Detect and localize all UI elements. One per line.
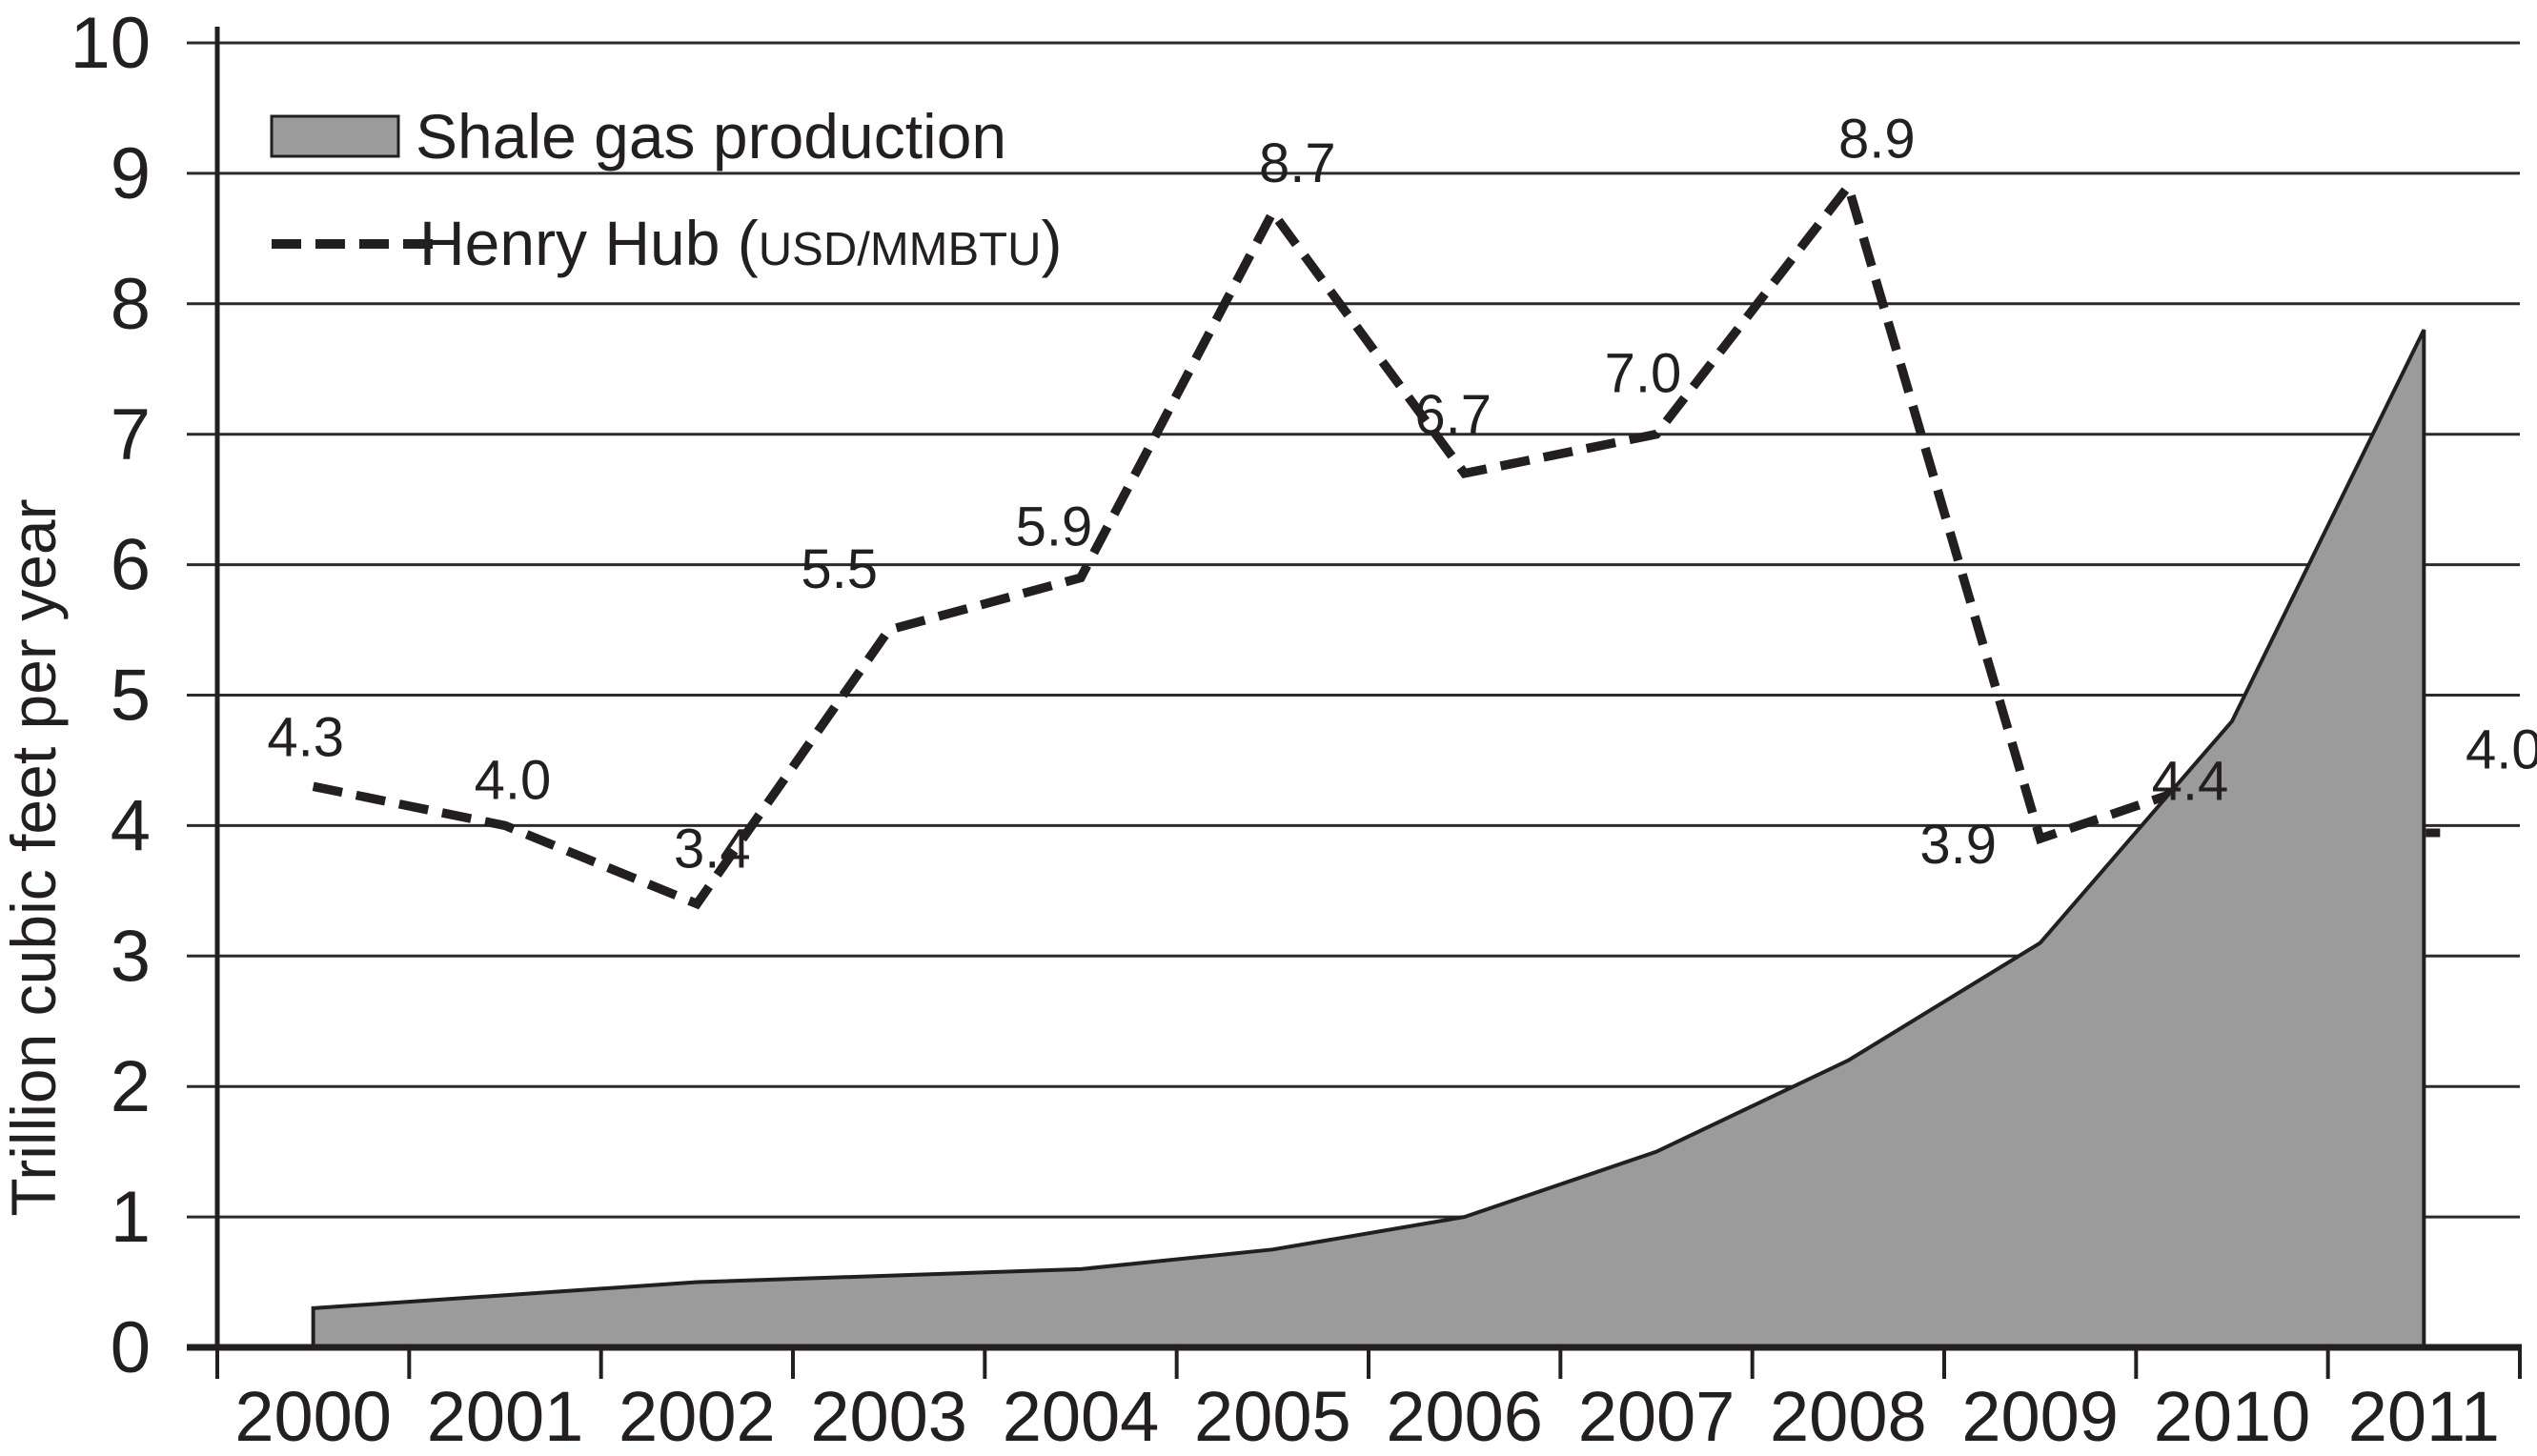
- value-label: 7.0: [1605, 343, 1682, 405]
- x-tick-label: 2002: [619, 1377, 776, 1456]
- y-tick-label: 9: [111, 133, 151, 214]
- y-tick-label: 5: [111, 656, 151, 737]
- y-axis-title: Trillion cubic feet per year: [0, 498, 69, 1216]
- x-tick-labels: 2000 2001 2002 2003 2004 2005 2006 2007 2008 2009…: [234, 1377, 2500, 1456]
- x-tick-label: 2004: [1003, 1377, 1160, 1456]
- gridlines: [187, 41, 2520, 1219]
- x-tick-label: 2005: [1194, 1377, 1351, 1456]
- value-label: 4.0: [2466, 718, 2537, 780]
- x-tick-label: 2008: [1770, 1377, 1927, 1456]
- value-labels: 4.3 4.0 3.4 5.5 5.9 8.7 6.7 7.0 8.9 3.9 4.4 4.0: [267, 109, 2537, 880]
- value-label: 5.9: [1016, 495, 1093, 557]
- shale-area: [311, 329, 2441, 1349]
- x-tick-label: 2009: [1961, 1377, 2119, 1456]
- shale-area-polygon: [311, 329, 2426, 1349]
- value-label: 4.3: [267, 706, 344, 768]
- value-label: 4.4: [2152, 751, 2229, 813]
- x-tick-label: 2003: [810, 1377, 967, 1456]
- value-label: 3.9: [1919, 814, 1997, 876]
- y-tick-labels: 0 1 2 3 4 5 6 7 8 9 10: [70, 3, 151, 1388]
- legend-swatch-shale: [270, 114, 400, 158]
- value-label: 8.9: [1838, 109, 1916, 171]
- x-tick-label: 2011: [2348, 1377, 2500, 1456]
- value-label: 8.7: [1259, 132, 1336, 194]
- henry-hub-dashed-line: [312, 176, 2425, 910]
- y-tick-label: 2: [111, 1046, 151, 1127]
- legend: Shale gas production Henry Hub (USD/MMBT…: [270, 101, 1062, 278]
- value-label: 3.4: [674, 819, 751, 880]
- x-tick-label: 2007: [1578, 1377, 1735, 1456]
- y-tick-label: 10: [70, 3, 151, 84]
- y-tick-label: 1: [111, 1177, 151, 1258]
- y-tick-label: 0: [111, 1307, 151, 1388]
- y-tick-label: 6: [111, 525, 151, 606]
- x-tick-label: 2010: [2154, 1377, 2311, 1456]
- x-tick-label: 2006: [1386, 1377, 1543, 1456]
- value-label: 4.0: [475, 749, 552, 811]
- x-tick-label: 2000: [234, 1377, 392, 1456]
- value-label: 6.7: [1414, 384, 1492, 446]
- henry-hub-line: [312, 176, 2425, 910]
- legend-label-henry: Henry Hub (USD/MMBTU): [419, 208, 1062, 278]
- value-label: 5.5: [801, 538, 878, 600]
- y-tick-label: 4: [111, 785, 151, 866]
- x-tick-label: 2001: [427, 1377, 584, 1456]
- y-tick-label: 8: [111, 264, 151, 345]
- y-tick-label: 7: [111, 394, 151, 475]
- axes: [187, 27, 2522, 1379]
- legend-label-shale: Shale gas production: [416, 101, 1006, 172]
- y-tick-label: 3: [111, 916, 151, 997]
